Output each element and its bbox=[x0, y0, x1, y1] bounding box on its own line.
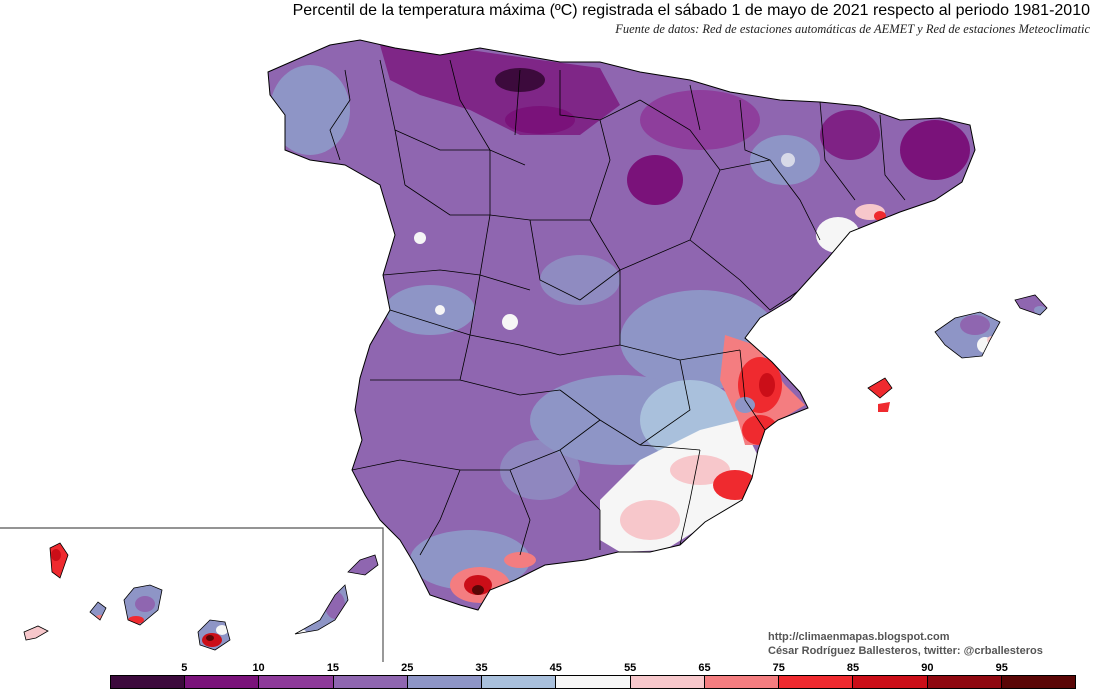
extremadura-north-slate-zone bbox=[385, 285, 475, 335]
soria-deep-purple-zone bbox=[627, 155, 683, 205]
legend-label-10: 10 bbox=[252, 662, 265, 674]
legend-swatch-3 bbox=[333, 676, 408, 688]
galicia-slate-zone bbox=[270, 65, 350, 155]
legend-label-5: 5 bbox=[181, 662, 188, 674]
legend-label-15: 15 bbox=[326, 662, 340, 674]
white-spot-lleida bbox=[781, 153, 795, 167]
legend-label-25: 25 bbox=[401, 662, 414, 674]
blog-credit: http://climaenmapas.blogspot.com bbox=[768, 631, 950, 643]
legend-swatch-9 bbox=[779, 676, 854, 688]
inset-frame bbox=[0, 527, 384, 662]
legend-label-55: 55 bbox=[624, 662, 637, 674]
legend-swatch-4 bbox=[407, 676, 483, 688]
cartagena-red-zone bbox=[713, 470, 757, 500]
legend-swatch-12 bbox=[1001, 676, 1076, 688]
legend-labels: 5 10 15 25 35 45 55 65 75 85 90 95 bbox=[110, 662, 1076, 676]
legend-swatch-11 bbox=[927, 676, 1002, 688]
valencia-dark-red-zone bbox=[759, 373, 775, 397]
valencia-interior-slate-zone bbox=[735, 397, 755, 413]
legend-swatch-10 bbox=[853, 676, 928, 688]
canary-islands-inset bbox=[0, 527, 384, 662]
malaga-darkest-zone bbox=[472, 585, 484, 595]
white-spot-badajoz bbox=[435, 305, 445, 315]
balearic-islands bbox=[867, 294, 1048, 412]
cantabria-darkest-zone bbox=[495, 68, 545, 92]
legend-label-85: 85 bbox=[846, 662, 860, 674]
murcia-pink-zone bbox=[670, 455, 730, 485]
navarra-purple-zone bbox=[640, 90, 760, 150]
white-spot-zamora bbox=[414, 232, 426, 244]
legend-label-45: 45 bbox=[549, 662, 562, 674]
cordoba-slate-zone bbox=[500, 440, 580, 500]
legend-swatch-2 bbox=[259, 676, 334, 688]
legend-label-65: 65 bbox=[698, 662, 711, 674]
legend-label-75: 75 bbox=[772, 662, 785, 674]
legend-swatch-7 bbox=[630, 676, 705, 688]
tarragona-white-zone bbox=[816, 217, 860, 253]
province-borders bbox=[329, 59, 906, 556]
spain-outline bbox=[267, 39, 976, 611]
map-subtitle: Fuente de datos: Red de estaciones autom… bbox=[615, 22, 1090, 36]
girona-deep-purple-zone bbox=[900, 120, 970, 180]
almeria-pink-zone bbox=[620, 500, 680, 540]
burgos-deep-purple-zone bbox=[505, 106, 575, 134]
legend-swatch-1 bbox=[185, 676, 260, 688]
author-credit: César Rodríguez Ballesteros, twitter: @c… bbox=[768, 645, 1043, 657]
legend-swatch-8 bbox=[704, 676, 780, 688]
madrid-slate-zone bbox=[540, 255, 620, 305]
legend-color-bar bbox=[110, 675, 1076, 689]
mainland-spain bbox=[268, 40, 975, 610]
legend-label-35: 35 bbox=[475, 662, 488, 674]
legend-swatch-6 bbox=[556, 676, 631, 688]
granada-coast-salmon-zone bbox=[504, 552, 536, 568]
map-title: Percentil de la temperatura máxima (ºC) … bbox=[292, 2, 1090, 19]
legend-swatch-5 bbox=[482, 676, 557, 688]
white-spot-caceres bbox=[502, 314, 518, 330]
legend-swatch-0 bbox=[111, 676, 186, 688]
alicante-red-zone bbox=[742, 415, 778, 445]
legend-label-90: 90 bbox=[921, 662, 934, 674]
legend-label-95: 95 bbox=[995, 662, 1008, 674]
pyrenees-deep-purple-zone bbox=[820, 110, 880, 160]
